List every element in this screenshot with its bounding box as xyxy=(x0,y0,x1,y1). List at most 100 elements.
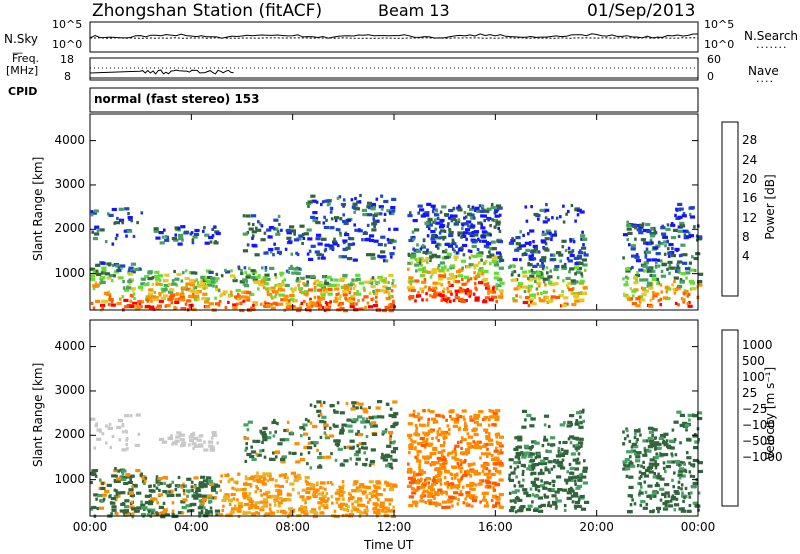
velocity-cell xyxy=(508,509,515,513)
velocity-cell xyxy=(372,489,378,493)
velocity-cell xyxy=(654,441,660,445)
velocity-cell xyxy=(671,460,675,464)
velocity-cell xyxy=(416,478,420,482)
velocity-cell xyxy=(448,428,451,432)
power-cell xyxy=(683,289,687,293)
power-cell xyxy=(412,235,415,240)
power-cell xyxy=(627,297,633,301)
power-cell xyxy=(297,287,304,291)
velocity-cell xyxy=(674,453,678,457)
power-cell xyxy=(643,278,649,282)
velocity-cell xyxy=(524,418,527,422)
power-cell xyxy=(418,268,424,272)
power-cell xyxy=(339,233,343,237)
power-cell xyxy=(527,232,530,236)
power-cell xyxy=(689,268,695,272)
velocity-cell xyxy=(457,498,460,502)
velocity-cell xyxy=(110,501,116,505)
velocity-cell xyxy=(678,469,684,473)
velocity-cell xyxy=(341,480,345,484)
power-cell xyxy=(693,268,697,273)
velocity-cell xyxy=(671,494,675,498)
velocity-cell xyxy=(168,490,171,494)
velocity-cell xyxy=(390,466,394,470)
velocity-cell xyxy=(533,494,540,498)
power-cell xyxy=(540,291,543,295)
power-cell xyxy=(180,298,186,302)
velocity-cell xyxy=(277,492,283,496)
power-cell xyxy=(674,301,678,305)
velocity-cell xyxy=(357,486,360,490)
power-cell xyxy=(439,294,445,298)
power-cell xyxy=(666,223,670,227)
velocity-cell xyxy=(164,513,170,517)
power-cell xyxy=(389,302,395,307)
power-cell xyxy=(410,261,414,265)
velocity-cell xyxy=(251,512,257,516)
power-cell xyxy=(354,207,361,211)
velocity-cell xyxy=(410,478,416,482)
velocity-cell xyxy=(491,454,494,458)
velocity-cell xyxy=(254,501,260,505)
velocity-cell xyxy=(299,426,305,430)
velocity-cell xyxy=(412,413,415,417)
power-cell xyxy=(263,282,269,286)
power-cell xyxy=(662,296,668,300)
power-cell xyxy=(266,228,272,232)
velocity-cell xyxy=(324,436,330,440)
power-cell xyxy=(449,264,456,268)
velocity-cell xyxy=(119,475,122,479)
power-cell xyxy=(414,228,420,232)
power-cell xyxy=(474,276,477,281)
velocity-cell xyxy=(426,490,430,494)
velocity-cell xyxy=(468,462,474,466)
power-cell xyxy=(495,220,501,224)
velocity-cell xyxy=(200,509,204,513)
velocity-cell xyxy=(372,415,378,419)
velocity-cell xyxy=(686,456,692,460)
velocity-cell xyxy=(495,432,498,436)
velocity-cell xyxy=(321,494,327,498)
power-cell xyxy=(335,293,338,297)
power-cell xyxy=(409,295,415,299)
velocity-cell xyxy=(251,457,257,461)
power-cell xyxy=(644,253,648,257)
power-cell xyxy=(99,281,102,285)
power-cell xyxy=(334,296,338,300)
velocity-cell xyxy=(351,489,357,493)
power-cell xyxy=(309,274,316,279)
power-cell xyxy=(490,240,496,244)
power-cell xyxy=(303,290,309,294)
power-cell xyxy=(482,277,488,281)
velocity-cell xyxy=(359,406,363,410)
velocity-cell xyxy=(561,458,565,462)
power-cell xyxy=(205,305,211,309)
velocity-cell xyxy=(269,457,272,461)
power-cell xyxy=(189,283,195,287)
power-cell xyxy=(472,292,476,296)
power-cell xyxy=(698,272,704,276)
power-cell xyxy=(471,240,477,244)
power-cell xyxy=(165,304,171,308)
velocity-cell xyxy=(143,479,147,483)
velocity-cell xyxy=(633,445,639,449)
velocity-cell xyxy=(278,484,284,489)
x-tick-label: 20:00 xyxy=(579,520,614,534)
power-cell xyxy=(407,214,413,218)
velocity-cell xyxy=(417,416,423,420)
velocity-cell xyxy=(180,485,184,489)
power-cell xyxy=(491,286,495,290)
velocity-cell xyxy=(191,442,197,446)
power-cell xyxy=(430,204,436,208)
velocity-cell xyxy=(646,466,652,470)
power-cell xyxy=(254,253,260,257)
power-cell xyxy=(209,240,213,244)
power-cell xyxy=(441,250,448,254)
velocity-cell xyxy=(520,508,524,513)
velocity-cell xyxy=(418,463,421,468)
velocity-cell xyxy=(343,490,346,494)
power-cell xyxy=(642,264,648,268)
power-cell xyxy=(339,294,342,298)
power-cell xyxy=(316,233,322,237)
power-cell xyxy=(347,299,353,303)
